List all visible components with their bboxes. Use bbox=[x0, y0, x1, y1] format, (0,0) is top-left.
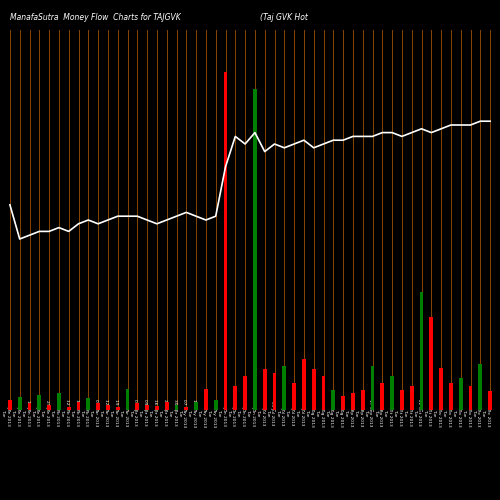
Bar bbox=[136, 403, 140, 410]
Bar bbox=[439, 368, 443, 410]
Bar bbox=[174, 405, 178, 410]
Bar bbox=[66, 406, 70, 410]
Bar bbox=[57, 393, 61, 410]
Bar bbox=[322, 376, 326, 410]
Bar bbox=[8, 400, 12, 410]
Bar bbox=[164, 402, 168, 410]
Bar bbox=[370, 366, 374, 410]
Bar bbox=[204, 389, 208, 410]
Bar bbox=[145, 405, 149, 410]
Bar bbox=[282, 366, 286, 410]
Bar bbox=[243, 376, 247, 410]
Bar bbox=[18, 398, 21, 410]
Bar bbox=[410, 386, 414, 410]
Bar bbox=[360, 390, 364, 410]
Bar bbox=[272, 373, 276, 410]
Bar bbox=[312, 370, 316, 410]
Bar bbox=[184, 406, 188, 410]
Bar bbox=[106, 405, 110, 410]
Bar bbox=[332, 390, 336, 410]
Bar bbox=[380, 383, 384, 410]
Bar bbox=[420, 292, 424, 410]
Text: ManafaSutra  Money Flow  Charts for TAJGVK: ManafaSutra Money Flow Charts for TAJGVK bbox=[10, 12, 181, 22]
Bar bbox=[47, 405, 51, 410]
Bar bbox=[155, 406, 159, 410]
Bar bbox=[38, 395, 42, 410]
Bar bbox=[116, 406, 119, 410]
Bar bbox=[234, 386, 237, 410]
Bar bbox=[341, 396, 345, 410]
Bar bbox=[253, 89, 257, 410]
Bar bbox=[194, 402, 198, 410]
Bar bbox=[478, 364, 482, 410]
Bar bbox=[262, 370, 266, 410]
Bar bbox=[28, 403, 32, 410]
Bar bbox=[86, 398, 90, 410]
Bar bbox=[400, 390, 404, 410]
Bar bbox=[76, 402, 80, 410]
Bar bbox=[292, 383, 296, 410]
Bar bbox=[351, 393, 355, 410]
Text: (Taj GVK Hot: (Taj GVK Hot bbox=[260, 12, 308, 22]
Bar bbox=[302, 360, 306, 410]
Bar bbox=[390, 376, 394, 410]
Bar bbox=[214, 400, 218, 410]
Bar bbox=[468, 386, 472, 410]
Bar bbox=[449, 383, 453, 410]
Bar bbox=[430, 317, 434, 410]
Bar bbox=[126, 389, 130, 410]
Bar bbox=[488, 392, 492, 410]
Bar bbox=[458, 378, 462, 410]
Bar bbox=[96, 403, 100, 410]
Bar bbox=[224, 72, 228, 410]
